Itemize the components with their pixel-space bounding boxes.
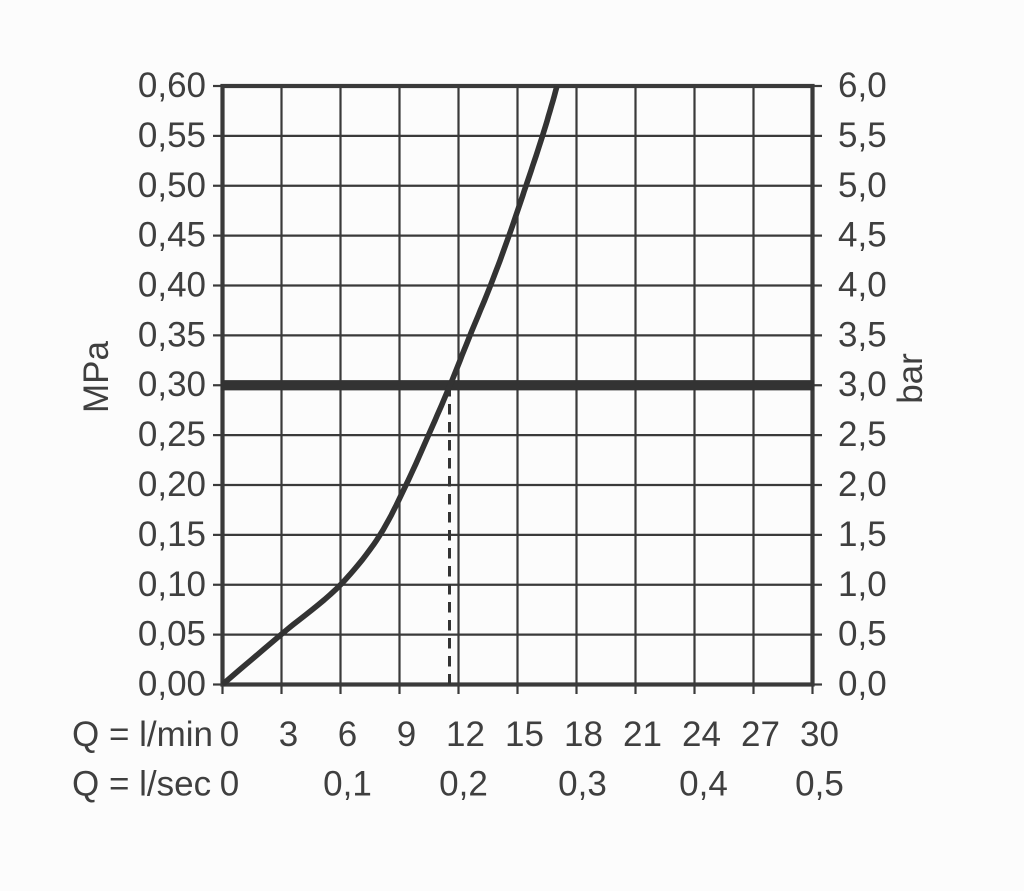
svg-text:1,5: 1,5 — [838, 515, 887, 554]
svg-text:24: 24 — [682, 715, 721, 754]
svg-text:12: 12 — [446, 715, 485, 754]
svg-text:0,0: 0,0 — [838, 665, 887, 704]
svg-text:0,15: 0,15 — [138, 515, 206, 554]
svg-text:0,05: 0,05 — [138, 615, 206, 654]
svg-text:3,5: 3,5 — [838, 315, 887, 354]
svg-text:0,3: 0,3 — [558, 765, 607, 804]
svg-text:21: 21 — [623, 715, 662, 754]
svg-text:0,55: 0,55 — [138, 116, 206, 155]
svg-text:0,30: 0,30 — [138, 365, 206, 404]
svg-text:Q = l/min: Q = l/min — [72, 715, 213, 754]
svg-text:3: 3 — [279, 715, 298, 754]
svg-text:Q = l/sec: Q = l/sec — [72, 765, 211, 804]
svg-text:0,10: 0,10 — [138, 565, 206, 604]
svg-text:0,5: 0,5 — [838, 615, 887, 654]
svg-text:0,25: 0,25 — [138, 415, 206, 454]
svg-text:18: 18 — [564, 715, 603, 754]
svg-text:0,4: 0,4 — [679, 765, 728, 804]
svg-text:1,0: 1,0 — [838, 565, 887, 604]
svg-text:30: 30 — [800, 715, 839, 754]
svg-text:0,60: 0,60 — [138, 66, 206, 105]
svg-text:5,5: 5,5 — [838, 116, 887, 155]
svg-text:2,0: 2,0 — [838, 465, 887, 504]
svg-text:0,40: 0,40 — [138, 266, 206, 305]
svg-text:9: 9 — [397, 715, 416, 754]
svg-text:0,1: 0,1 — [323, 765, 372, 804]
svg-text:bar: bar — [891, 353, 930, 404]
svg-text:0,20: 0,20 — [138, 465, 206, 504]
svg-text:27: 27 — [741, 715, 780, 754]
svg-text:0,35: 0,35 — [138, 315, 206, 354]
svg-text:0: 0 — [220, 765, 239, 804]
svg-text:6,0: 6,0 — [838, 66, 887, 105]
svg-text:4,5: 4,5 — [838, 216, 887, 255]
svg-text:0,5: 0,5 — [795, 765, 844, 804]
svg-text:0,50: 0,50 — [138, 166, 206, 205]
svg-text:2,5: 2,5 — [838, 415, 887, 454]
svg-text:MPa: MPa — [77, 340, 116, 413]
svg-text:4,0: 4,0 — [838, 266, 887, 305]
svg-text:5,0: 5,0 — [838, 166, 887, 205]
svg-text:0,00: 0,00 — [138, 665, 206, 704]
svg-text:3,0: 3,0 — [838, 365, 887, 404]
svg-text:0,45: 0,45 — [138, 216, 206, 255]
svg-text:0,2: 0,2 — [439, 765, 488, 804]
svg-text:0: 0 — [220, 715, 239, 754]
svg-text:6: 6 — [338, 715, 357, 754]
svg-text:15: 15 — [505, 715, 544, 754]
